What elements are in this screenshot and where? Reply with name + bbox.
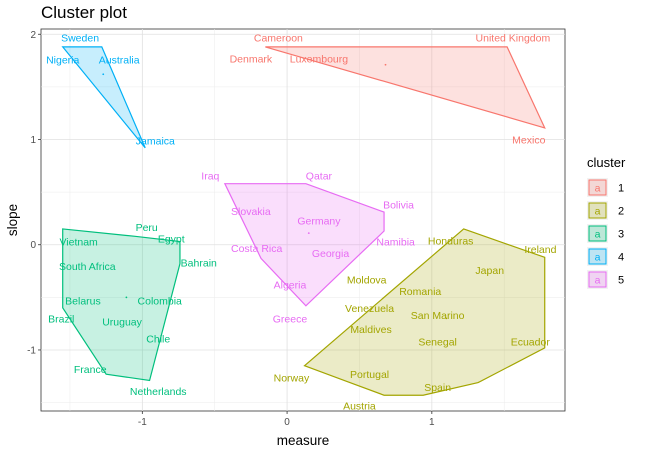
point-label: Bolivia (383, 200, 414, 212)
point-label: Algeria (274, 280, 307, 292)
cluster-hulls (61, 46, 546, 396)
point-label: Australia (99, 55, 140, 67)
legend-key (588, 225, 607, 242)
legend-label: 4 (618, 252, 624, 264)
point-label: Vietnam (59, 237, 98, 249)
point-label: Netherlands (130, 386, 187, 398)
point-label: Germany (297, 216, 341, 228)
legend-key (588, 202, 607, 219)
point-label: Georgia (312, 248, 350, 260)
y-tick-label: 1 (30, 135, 36, 146)
point-label: Colombia (138, 296, 183, 308)
point-label: Luxembourg (290, 53, 349, 65)
legend-label: 1 (618, 183, 624, 195)
point-label: Romania (399, 286, 441, 298)
point-label: Japan (475, 265, 504, 277)
cluster-5-hull (223, 183, 385, 307)
x-tick-label: 0 (284, 417, 290, 428)
point-label: Austria (343, 401, 376, 413)
point-label: Ecuador (511, 337, 551, 349)
legend-key-glyph: a (595, 275, 601, 287)
point-label: Greece (273, 313, 308, 325)
cluster-2-hull (303, 228, 546, 396)
point-label: Qatar (306, 170, 333, 182)
x-tick-label: 1 (429, 417, 435, 428)
legend-key-bg (587, 224, 608, 243)
chart-title: Cluster plot (41, 3, 127, 22)
point-label: Moldova (347, 274, 387, 286)
point-label: France (74, 364, 107, 376)
plot-panel (40, 28, 566, 412)
point-label: Chile (146, 333, 170, 345)
point-label: Cameroon (254, 32, 303, 44)
point-label: Venezuela (345, 303, 394, 315)
legend-key-bg (587, 178, 608, 197)
point-label: Iraq (201, 170, 219, 182)
cluster-1-hull (265, 46, 546, 129)
x-tick-label: -1 (138, 417, 147, 428)
legend-key-glyph: a (595, 206, 601, 218)
point-label: Norway (274, 372, 310, 384)
cluster-4-centroid (102, 73, 105, 76)
point-labels: Cameroon United Kingdom Denmark Luxembourg M… (46, 32, 557, 412)
legend-title: cluster (587, 155, 626, 170)
legend-key-bg (587, 270, 608, 289)
legend-key (588, 179, 607, 196)
legend-key-bg (587, 247, 608, 266)
point-label: Spain (424, 382, 451, 394)
y-tick-label: 2 (30, 30, 36, 41)
legend-key-bg (587, 201, 608, 220)
legend: cluster a 1 a 2 a 3 a 4 a 5 (587, 155, 626, 289)
cluster-5-centroid (307, 232, 310, 235)
legend-key (588, 248, 607, 265)
legend-key-glyph: a (595, 229, 601, 241)
y-tick-label: -1 (27, 345, 36, 356)
x-axis-title: measure (277, 433, 330, 448)
point-label: Egypt (158, 233, 185, 245)
cluster-centroids (102, 63, 448, 320)
y-axis-title: slope (5, 204, 20, 236)
point-label: Ireland (524, 244, 556, 256)
cluster-3-centroid (125, 296, 128, 299)
point-label: Denmark (230, 53, 273, 65)
point-label: Nigeria (46, 55, 79, 67)
point-label: Sweden (61, 32, 99, 44)
legend-key-glyph: a (595, 183, 601, 195)
cluster-3-hull (62, 228, 181, 382)
point-label: Senegal (418, 337, 457, 349)
point-label: Uruguay (102, 317, 142, 329)
point-label: San Marino (411, 310, 465, 322)
grid-lines (41, 29, 565, 411)
cluster-1-centroid (384, 63, 387, 66)
point-label: Honduras (428, 236, 474, 248)
legend-label: 3 (618, 229, 624, 241)
y-tick-label: 0 (30, 240, 36, 251)
point-label: Portugal (350, 369, 389, 381)
point-label: Jamaica (136, 136, 175, 148)
point-label: Slovakia (231, 206, 271, 218)
legend-key-glyph: a (595, 252, 601, 264)
point-label: Namibia (376, 237, 415, 249)
point-label: Mexico (512, 134, 545, 146)
point-label: Brazil (48, 313, 74, 325)
point-label: Maldives (350, 324, 391, 336)
axes: -1 0 1 -1 0 1 2 (27, 30, 435, 428)
point-label: South Africa (59, 261, 116, 273)
point-label: Peru (136, 222, 158, 234)
cluster-4-hull (61, 46, 146, 149)
cluster-2-centroid (445, 317, 448, 320)
point-label: United Kingdom (476, 32, 551, 44)
point-label: Belarus (65, 296, 101, 308)
legend-label: 5 (618, 275, 624, 287)
point-label: Costa Rica (231, 243, 283, 255)
legend-label: 2 (618, 206, 624, 218)
legend-key (588, 271, 607, 288)
point-label: Bahrain (181, 258, 217, 270)
